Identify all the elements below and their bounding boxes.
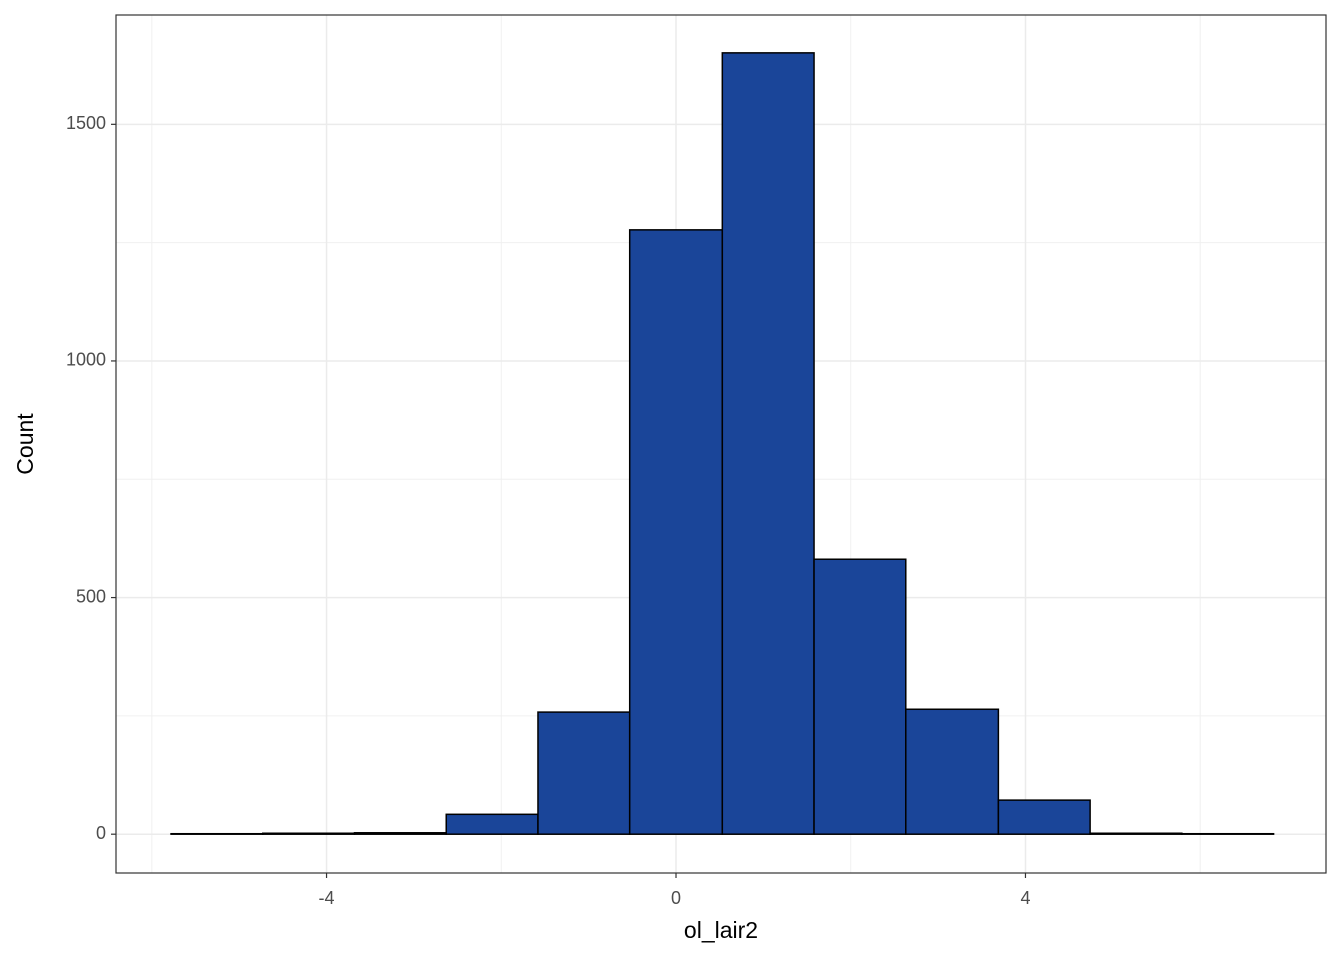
y-tick-label: 0 (96, 823, 106, 843)
bar (721, 52, 815, 835)
bar (628, 229, 724, 835)
x-axis-title: ol_lair2 (684, 917, 758, 943)
y-axis-title: Count (12, 413, 38, 475)
x-tick-label: 0 (671, 888, 681, 908)
y-tick-label: 500 (76, 586, 106, 606)
x-tick-label: 4 (1020, 888, 1030, 908)
bar (262, 832, 356, 835)
y-tick-label: 1000 (66, 350, 106, 370)
bar (353, 832, 447, 835)
bar (997, 799, 1091, 835)
x-tick-label: -4 (319, 888, 335, 908)
bar (445, 813, 539, 835)
y-tick-label: 1500 (66, 113, 106, 133)
bar (813, 558, 907, 835)
bar (537, 711, 631, 835)
panel-border (115, 14, 1327, 874)
bar (905, 708, 1000, 835)
bar (1089, 832, 1183, 835)
